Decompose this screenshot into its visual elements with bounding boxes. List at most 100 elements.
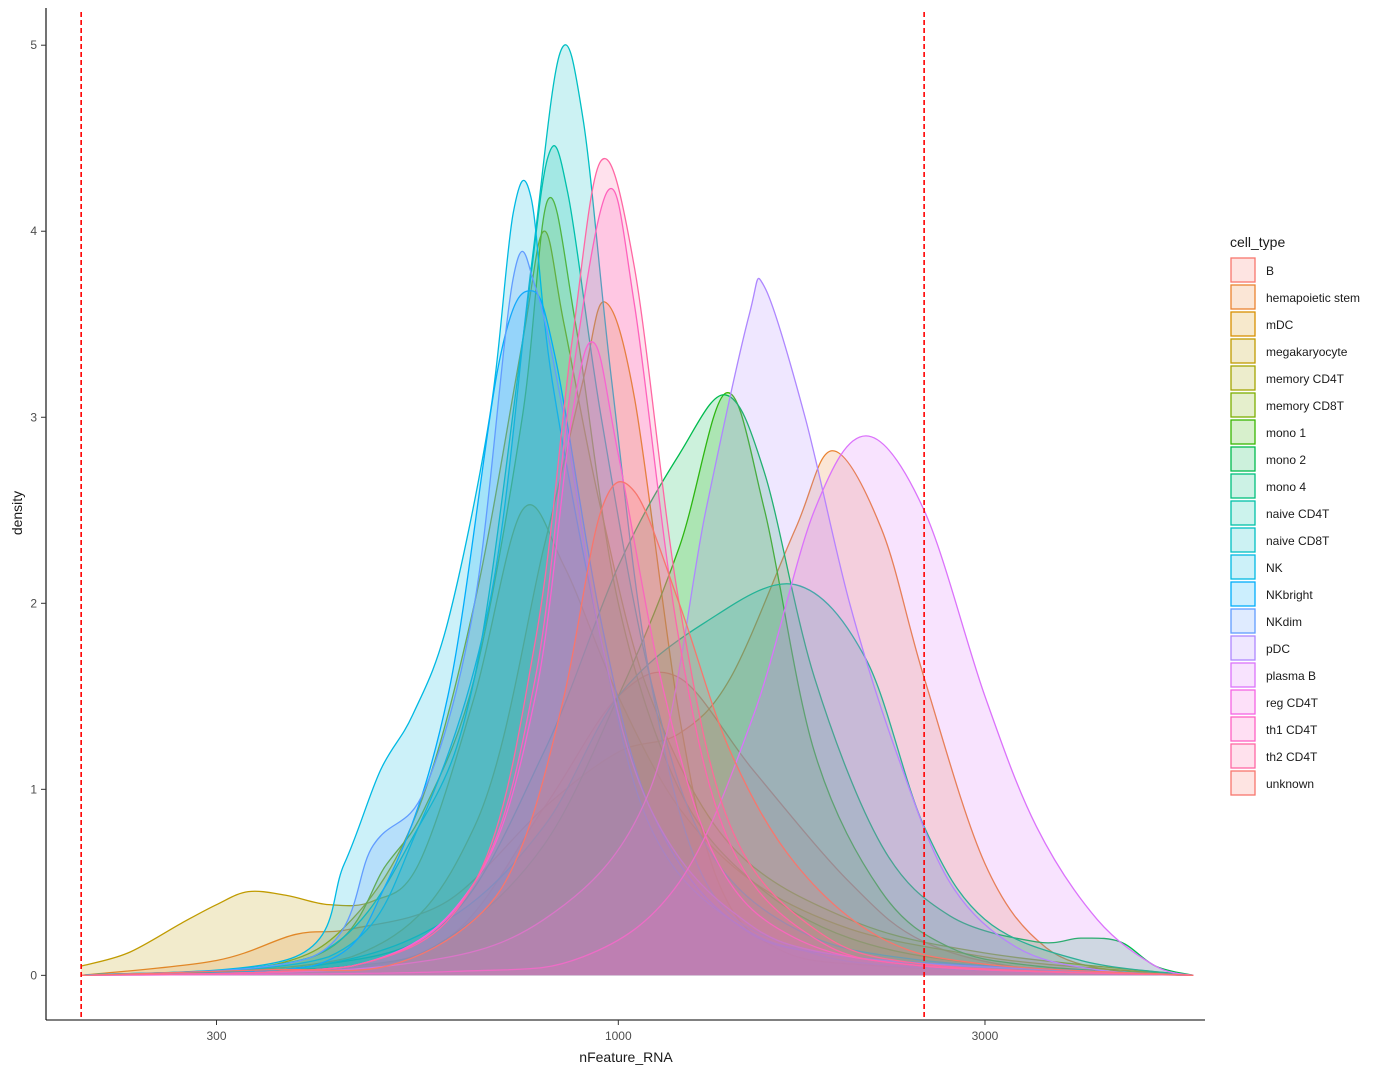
- y-tick-label: 4: [30, 224, 37, 238]
- density-series-unknown: [81, 481, 1194, 976]
- y-tick-label: 5: [30, 38, 37, 52]
- legend-item-memory-cd4t: memory CD4T: [1230, 365, 1345, 391]
- density-series-mono-4: [81, 583, 1194, 976]
- y-tick-label: 1: [30, 782, 37, 796]
- y-tick-label: 3: [30, 410, 37, 424]
- legend-key: [1230, 662, 1256, 688]
- density-series-memory-cd4t: [81, 230, 1194, 976]
- legend-label: plasma B: [1266, 669, 1316, 683]
- legend-item-th2-cd4t: th2 CD4T: [1230, 743, 1318, 769]
- density-fill-memory-cd4t: [81, 231, 1194, 976]
- density-series-th1-cd4t: [81, 187, 1194, 976]
- x-tick-label: 3000: [972, 1029, 999, 1043]
- legend-key: [1230, 257, 1256, 283]
- legend-label: pDC: [1266, 642, 1290, 656]
- density-line-memory-cd8t: [81, 196, 1194, 976]
- density-fill-mono-2: [81, 394, 1194, 976]
- legend-key: [1230, 608, 1256, 634]
- legend-item-naive-cd8t: naive CD8T: [1230, 527, 1330, 553]
- legend-key: [1230, 338, 1256, 364]
- y-tick-label: 2: [30, 596, 37, 610]
- legend-label: th2 CD4T: [1266, 750, 1318, 764]
- density-line-th1-cd4t: [81, 187, 1194, 976]
- density-line-naive-cd8t: [81, 44, 1194, 976]
- legend-item-mono-1: mono 1: [1230, 419, 1306, 445]
- density-series-memory-cd8t: [81, 196, 1194, 976]
- legend-item-memory-cd8t: memory CD8T: [1230, 392, 1345, 418]
- y-ticks: 0 1 2 3 4 5: [30, 38, 46, 982]
- y-axis-title: density: [9, 491, 25, 535]
- legend-label: naive CD4T: [1266, 507, 1330, 521]
- density-series-mono-1: [81, 392, 1194, 976]
- legend-key: [1230, 473, 1256, 499]
- legend-key: [1230, 716, 1256, 742]
- density-fill-nkdim: [81, 251, 1194, 976]
- x-tick-label: 1000: [605, 1029, 632, 1043]
- legend-label: mono 2: [1266, 453, 1306, 467]
- density-series-th2-cd4t: [81, 157, 1194, 976]
- density-fill-memory-cd8t: [81, 197, 1194, 976]
- density-fill-th1-cd4t: [81, 188, 1194, 976]
- density-fill-pdc: [81, 278, 1194, 976]
- density-line-mono-1: [81, 392, 1194, 976]
- density-fill-b: [81, 672, 1194, 976]
- legend-key: [1230, 419, 1256, 445]
- legend-label: megakaryocyte: [1266, 345, 1348, 359]
- legend-item-hemapoietic-stem: hemapoietic stem: [1230, 284, 1360, 310]
- legend-item-nkdim: NKdim: [1230, 608, 1302, 634]
- density-fill-naive-cd4t: [81, 145, 1194, 976]
- legend-key: [1230, 365, 1256, 391]
- density-line-plasma-b: [81, 435, 1194, 976]
- density-series-plasma-b: [81, 435, 1194, 976]
- x-axis-title: nFeature_RNA: [579, 1049, 673, 1065]
- density-series-reg-cd4t: [81, 341, 1194, 976]
- density-fill-naive-cd8t: [81, 44, 1194, 976]
- legend-label: NKdim: [1266, 615, 1302, 629]
- legend-label: th1 CD4T: [1266, 723, 1318, 737]
- legend-item-nk: NK: [1230, 554, 1283, 580]
- legend-label: reg CD4T: [1266, 696, 1319, 710]
- legend-key: [1230, 284, 1256, 310]
- legend-title: cell_type: [1230, 234, 1285, 250]
- density-fill-hemapoietic-stem: [81, 450, 1194, 976]
- legend-key: [1230, 554, 1256, 580]
- density-series-nkbright: [81, 290, 1194, 976]
- legend-item-megakaryocyte: megakaryocyte: [1230, 338, 1348, 364]
- x-tick-label: 300: [206, 1029, 226, 1043]
- legend-label: NKbright: [1266, 588, 1313, 602]
- legend-key: [1230, 446, 1256, 472]
- legend-label: mDC: [1266, 318, 1294, 332]
- density-line-nkdim: [81, 250, 1194, 976]
- density-line-unknown: [81, 481, 1194, 976]
- density-line-mdc: [81, 301, 1194, 976]
- legend-item-b: B: [1230, 257, 1274, 283]
- density-series-b: [81, 671, 1194, 976]
- threshold-lines: [80, 12, 925, 1020]
- density-fill-mono-1: [81, 392, 1194, 976]
- axes: [45, 8, 1205, 1021]
- legend-key: [1230, 500, 1256, 526]
- legend-key: [1230, 635, 1256, 661]
- legend-label: mono 1: [1266, 426, 1306, 440]
- legend-label: mono 4: [1266, 480, 1306, 494]
- density-series-nkdim: [81, 250, 1194, 976]
- legend-key: [1230, 527, 1256, 553]
- density-fill-mono-4: [81, 583, 1194, 976]
- legend-label: NK: [1266, 561, 1283, 575]
- legend-item-mono-2: mono 2: [1230, 446, 1306, 472]
- density-fill-mdc: [81, 301, 1194, 976]
- legend-item-pdc: pDC: [1230, 635, 1290, 661]
- density-series-pdc: [81, 277, 1194, 976]
- legend-key: [1230, 311, 1256, 337]
- density-line-nkbright: [81, 290, 1194, 976]
- y-tick-label: 0: [30, 968, 37, 982]
- legend-key: [1230, 689, 1256, 715]
- density-line-memory-cd4t: [81, 230, 1194, 976]
- legend-item-reg-cd4t: reg CD4T: [1230, 689, 1319, 715]
- density-line-pdc: [81, 277, 1194, 976]
- legend-item-nkbright: NKbright: [1230, 581, 1313, 607]
- density-fill-plasma-b: [81, 435, 1194, 976]
- density-line-reg-cd4t: [81, 341, 1194, 976]
